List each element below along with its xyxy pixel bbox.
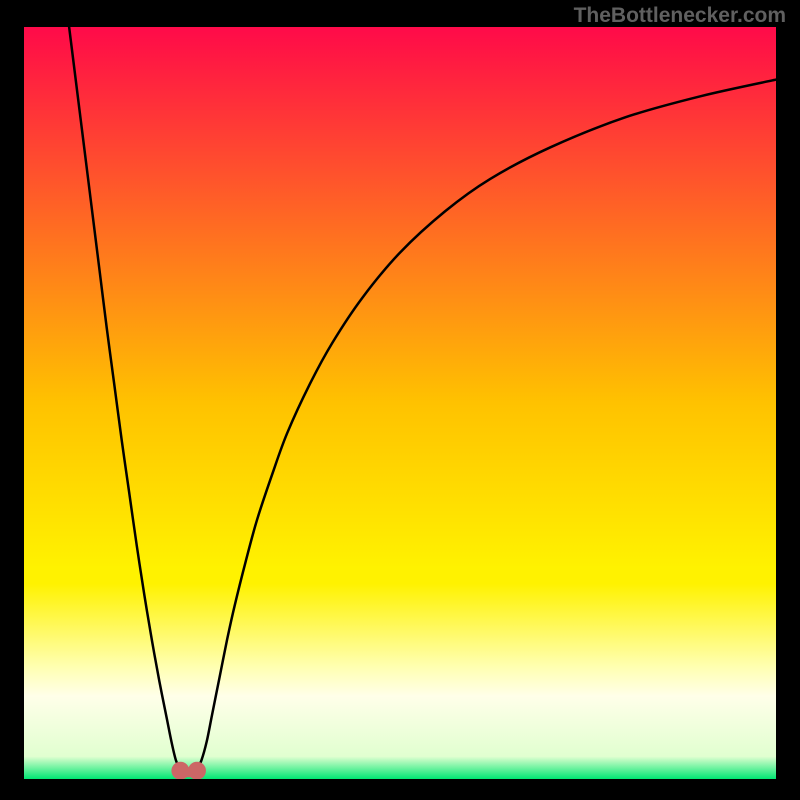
- chart-area: [24, 27, 776, 779]
- chart-background: [24, 27, 776, 779]
- marker-dot-left: [171, 762, 189, 779]
- watermark-text: TheBottlenecker.com: [574, 4, 786, 28]
- figure-container: TheBottlenecker.com: [0, 0, 800, 800]
- bottleneck-chart: [24, 27, 776, 779]
- marker-dot-right: [188, 762, 206, 779]
